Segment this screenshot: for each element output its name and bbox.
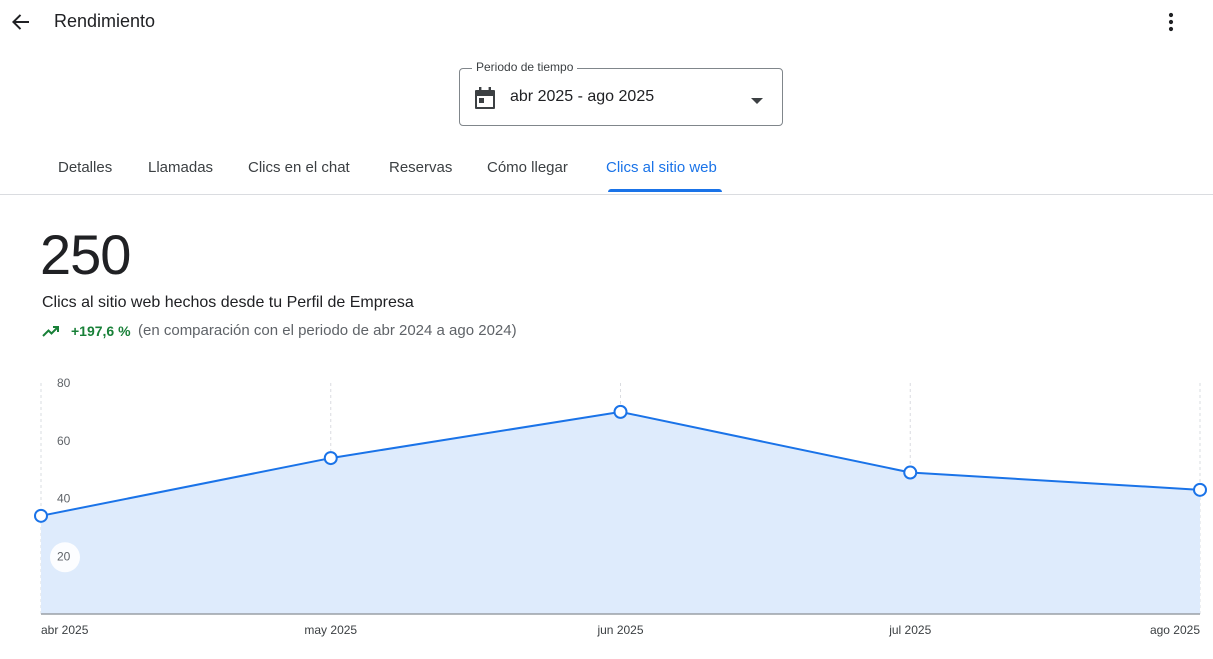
- x-tick-label: jun 2025: [596, 623, 643, 637]
- data-point: [903, 465, 918, 480]
- y-tick-label: 20: [57, 549, 71, 563]
- y-tick-label: 60: [57, 434, 71, 448]
- tab-llamadas[interactable]: Llamadas: [148, 159, 214, 176]
- dropdown-arrow-icon: [750, 93, 764, 104]
- x-tick-label: abr 2025: [41, 623, 89, 637]
- tab-como-llegar[interactable]: Cómo llegar: [487, 159, 568, 176]
- series-area: [41, 411, 1200, 614]
- data-point: [323, 451, 338, 466]
- active-tab-indicator: [608, 189, 722, 192]
- x-tick-label: may 2025: [304, 623, 357, 637]
- tab-clics-chat[interactable]: Clics en el chat: [248, 159, 350, 176]
- period-select[interactable]: Periodo de tiempo abr 2025 - ago 2025: [459, 60, 783, 126]
- data-point: [1193, 482, 1207, 497]
- tab-detalles[interactable]: Detalles: [58, 159, 113, 176]
- arrow-back-icon[interactable]: [8, 9, 34, 35]
- trend-value: +197,6 %: [71, 323, 131, 339]
- top-bar: Rendimiento: [0, 0, 1213, 44]
- period-label: Periodo de tiempo: [472, 60, 578, 74]
- data-point: [613, 404, 628, 419]
- y-tick-badge: [50, 542, 80, 573]
- chart-svg: 20 40 60 80 abr 2025 may 2025 jun 2025 jul 2025…: [34, 376, 1207, 637]
- tab-bar: Detalles Llamadas Clics en el chat Reser…: [0, 148, 1213, 195]
- more-vert-icon[interactable]: [1158, 9, 1184, 35]
- x-tick-label: ago 2025: [1150, 623, 1200, 637]
- clicks-chart: 20 40 60 80 abr 2025 may 2025 jun 2025 jul 2025…: [0, 370, 1213, 659]
- trending-up-icon: [42, 323, 60, 339]
- tab-reservas[interactable]: Reservas: [389, 159, 453, 176]
- trend-comparison: (en comparación con el periodo de abr 20…: [138, 322, 517, 339]
- y-tick-label: 80: [57, 376, 71, 390]
- page-title: Rendimiento: [54, 11, 156, 31]
- x-tick-label: jul 2025: [888, 623, 931, 637]
- calendar-icon: [474, 86, 496, 110]
- data-point: [34, 508, 48, 523]
- y-tick-label: 40: [57, 492, 71, 506]
- tab-clics-sitio-web[interactable]: Clics al sitio web: [606, 159, 717, 176]
- metric-description: Clics al sitio web hechos desde tu Perfi…: [42, 294, 414, 311]
- period-value: abr 2025 - ago 2025: [510, 88, 655, 105]
- metric-value: 250: [40, 223, 131, 286]
